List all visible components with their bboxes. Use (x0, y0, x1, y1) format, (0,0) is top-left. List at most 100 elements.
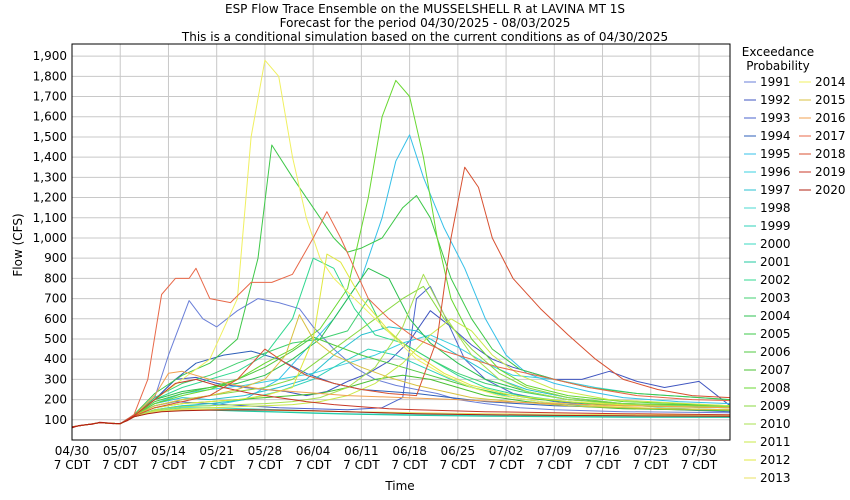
x-tick-tz: 7 CDT (391, 458, 428, 472)
legend: Exceedance Probability 1991 1992 1993 1994 1… (742, 45, 846, 485)
legend-label-2015: 2015 (815, 93, 846, 107)
y-tick-label: 1,300 (33, 170, 67, 184)
x-tick-tz: 7 CDT (247, 458, 284, 472)
series-line-2008 (71, 79, 731, 428)
legend-label-2005: 2005 (760, 327, 791, 341)
x-tick-tz: 7 CDT (584, 458, 621, 472)
y-tick-label: 600 (44, 312, 67, 326)
y-tick-label: 1,100 (33, 211, 67, 225)
legend-label-1994: 1994 (760, 129, 791, 143)
x-tick-tz: 7 CDT (488, 458, 525, 472)
series-line-2020 (71, 409, 731, 429)
x-tick-date: 05/14 (151, 444, 186, 458)
x-tick-date: 07/23 (633, 444, 668, 458)
legend-label-2016: 2016 (815, 111, 846, 125)
x-tick-tz: 7 CDT (440, 458, 477, 472)
x-tick-tz: 7 CDT (150, 458, 187, 472)
legend-label-2020: 2020 (815, 183, 846, 197)
x-tick-date: 05/28 (248, 444, 283, 458)
x-tick-date: 07/30 (682, 444, 717, 458)
x-tick-tz: 7 CDT (343, 458, 380, 472)
y-tick-label: 1,700 (33, 90, 67, 104)
series-line-2017 (71, 211, 731, 428)
x-tick-date: 06/04 (296, 444, 331, 458)
legend-label-2008: 2008 (760, 381, 791, 395)
x-tick-tz: 7 CDT (536, 458, 573, 472)
y-tick-label: 800 (44, 271, 67, 285)
legend-label-2003: 2003 (760, 291, 791, 305)
x-tick-date: 05/07 (103, 444, 138, 458)
legend-label-2009: 2009 (760, 399, 791, 413)
chart-subtitle-2: This is a conditional simulation based o… (181, 30, 669, 44)
legend-label-1997: 1997 (760, 183, 791, 197)
y-tick-label: 1,400 (33, 150, 67, 164)
legend-label-1995: 1995 (760, 147, 791, 161)
legend-label-1998: 1998 (760, 201, 791, 215)
legend-label-2010: 2010 (760, 417, 791, 431)
y-tick-label: 300 (44, 372, 67, 386)
series-line-2004 (71, 267, 731, 428)
chart-title: ESP Flow Trace Ensemble on the MUSSELSHE… (224, 2, 625, 16)
y-tick-label: 200 (44, 393, 67, 407)
y-axis-label: Flow (CFS) (11, 213, 25, 276)
legend-label-2001: 2001 (760, 255, 791, 269)
legend-label-1996: 1996 (760, 165, 791, 179)
x-tick-date: 06/11 (344, 444, 379, 458)
legend-label-2013: 2013 (760, 471, 791, 485)
legend-label-1993: 1993 (760, 111, 791, 125)
legend-label-2007: 2007 (760, 363, 791, 377)
x-tick-tz: 7 CDT (633, 458, 670, 472)
legend-label-1992: 1992 (760, 93, 791, 107)
legend-label-2012: 2012 (760, 453, 791, 467)
x-tick-tz: 7 CDT (198, 458, 235, 472)
y-tick-label: 900 (44, 251, 67, 265)
y-tick-label: 400 (44, 352, 67, 366)
plot-frame (71, 43, 731, 441)
x-tick-date: 06/25 (441, 444, 476, 458)
series-line-2014 (71, 59, 731, 428)
x-tick-date: 07/02 (489, 444, 524, 458)
x-axis-label: Time (384, 479, 414, 493)
x-tick-tz: 7 CDT (295, 458, 332, 472)
y-tick-label: 500 (44, 332, 67, 346)
x-tick-tz: 7 CDT (681, 458, 718, 472)
series-line-2015 (71, 314, 731, 428)
x-tick-tz: 7 CDT (102, 458, 139, 472)
y-tick-label: 1,200 (33, 191, 67, 205)
legend-label-2000: 2000 (760, 237, 791, 251)
y-tick-label: 1,800 (33, 69, 67, 83)
y-tick-label: 1,000 (33, 231, 67, 245)
chart-subtitle: Forecast for the period 04/30/2025 - 08/… (279, 16, 571, 30)
series-line-2016 (71, 370, 731, 428)
legend-label-1991: 1991 (760, 75, 791, 89)
legend-label-2018: 2018 (815, 147, 846, 161)
x-tick-date: 07/16 (585, 444, 620, 458)
legend-label-2011: 2011 (760, 435, 791, 449)
chart-series-lines (71, 59, 731, 429)
series-line-2019 (71, 378, 731, 428)
chart-titles: ESP Flow Trace Ensemble on the MUSSELSHE… (0, 2, 850, 44)
series-line-1991 (71, 298, 731, 428)
legend-label-2006: 2006 (760, 345, 791, 359)
legend-title-1: Exceedance (742, 45, 814, 59)
y-tick-label: 1,500 (33, 130, 67, 144)
legend-label-2004: 2004 (760, 309, 791, 323)
y-tick-label: 700 (44, 292, 67, 306)
y-tick-labels: 100 200 300 400 500 600 700 800 900 1,000 1,100 1,2… (33, 49, 67, 427)
series-line-2018 (71, 166, 731, 428)
y-tick-label: 100 (44, 413, 67, 427)
legend-label-1999: 1999 (760, 219, 791, 233)
x-tick-date: 07/09 (537, 444, 572, 458)
legend-label-2002: 2002 (760, 273, 791, 287)
legend-label-2014: 2014 (815, 75, 846, 89)
legend-title-2: Probability (746, 59, 809, 73)
y-tick-label: 1,900 (33, 49, 67, 63)
x-tick-date: 05/21 (199, 444, 234, 458)
legend-label-2019: 2019 (815, 165, 846, 179)
x-tick-date: 06/18 (392, 444, 427, 458)
x-tick-tz: 7 CDT (54, 458, 91, 472)
y-tick-label: 1,600 (33, 110, 67, 124)
x-tick-date: 04/30 (55, 444, 90, 458)
